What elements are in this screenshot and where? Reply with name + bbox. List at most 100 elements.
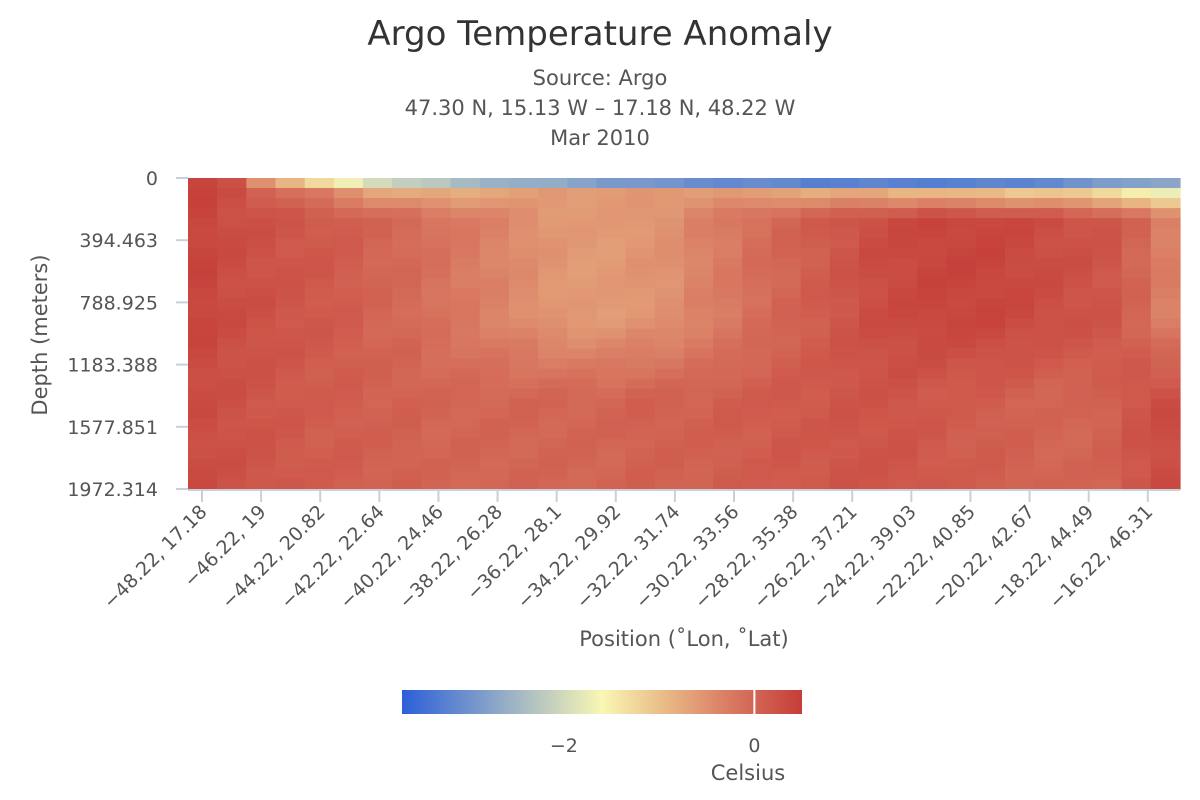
heatmap-cell [1150,368,1181,380]
heatmap-cell [888,288,919,299]
heatmap-cell [625,448,656,460]
heatmap-cell [596,348,627,360]
heatmap-cells [188,178,1181,490]
heatmap-cell [275,438,306,450]
heatmap-cell [888,438,919,450]
heatmap-cell [829,228,860,239]
heatmap-cell [1092,468,1123,480]
heatmap-cell [479,278,510,289]
heatmap-cell [567,258,598,269]
heatmap-cell [333,188,364,199]
heatmap-cell [275,358,306,370]
heatmap-cell [596,308,627,320]
heatmap-cell [392,438,423,450]
heatmap-cell [1121,418,1152,430]
heatmap-cell [684,248,714,259]
heatmap-cell [742,388,773,400]
heatmap-cell [421,218,452,229]
heatmap-cell [654,378,685,390]
heatmap-cell [888,318,919,330]
heatmap-cell [217,458,247,470]
heatmap-cell [625,468,656,480]
heatmap-cell [450,338,481,350]
heatmap-cell [800,398,831,410]
heatmap-cell [567,398,598,410]
heatmap-cell [508,218,539,229]
heatmap-cell [1034,398,1064,410]
heatmap-cell [538,398,568,410]
heatmap-cell [479,328,510,340]
heatmap-cell [1121,398,1152,410]
y-tick-label: 1972.314 [67,479,158,501]
heatmap-cell [829,178,860,189]
heatmap-cell [654,188,685,199]
heatmap-cell [567,378,598,390]
heatmap-cell [450,258,481,269]
heatmap-cell [1121,278,1152,289]
heatmap-cell [275,378,306,390]
heatmap-cell [1004,318,1035,330]
heatmap-cell [742,338,773,350]
heatmap-cell [829,328,860,340]
heatmap-cell [654,428,685,440]
heatmap-cell [859,438,889,450]
heatmap-cell [1150,218,1181,229]
heatmap-cell [1092,188,1123,199]
heatmap-cell [304,338,335,350]
heatmap-cell [363,188,393,199]
heatmap-cell [421,268,452,279]
heatmap-cell [917,378,948,390]
heatmap-cell [917,388,948,400]
heatmap-cell [829,348,860,360]
heatmap-cell [975,408,1006,420]
heatmap-cell [1063,238,1094,249]
heatmap-cell [450,378,481,390]
heatmap-cell [1034,258,1064,269]
heatmap-cell [800,298,831,310]
y-axis-title: Depth (meters) [28,254,52,415]
heatmap-cell [975,188,1006,199]
heatmap-cell [771,418,802,430]
heatmap-cell [392,268,423,279]
heatmap-cell [392,388,423,400]
heatmap-cell [450,398,481,410]
heatmap-cell [829,468,860,480]
heatmap-cell [975,428,1006,440]
heatmap-cell [246,448,277,460]
heatmap-cell [538,298,568,310]
x-tick-label: −24.22, 39.03 [809,501,921,613]
heatmap-cell [508,298,539,310]
heatmap-cell [888,308,919,320]
heatmap-cell [421,378,452,390]
heatmap-cell [859,198,889,209]
heatmap-cell [654,478,685,490]
heatmap-cell [1063,478,1094,490]
heatmap-cell [771,258,802,269]
heatmap-cell [450,238,481,249]
heatmap-cell [596,318,627,330]
heatmap-cell [800,258,831,269]
heatmap-cell [1150,308,1181,320]
heatmap-cell [596,468,627,480]
heatmap-cell [1034,278,1064,289]
heatmap-cell [596,258,627,269]
heatmap-cell [888,188,919,199]
heatmap-cell [713,408,743,420]
heatmap-cell [479,478,510,490]
heatmap-cell [684,348,714,360]
heatmap-cell [450,228,481,239]
heatmap-cell [1034,338,1064,350]
heatmap-cell [450,288,481,299]
heatmap-cell [479,318,510,330]
heatmap-cell [363,438,393,450]
heatmap-cell [625,208,656,219]
heatmap-cell [654,288,685,299]
heatmap-cell [713,318,743,330]
heatmap-cell [713,398,743,410]
heatmap-cell [392,308,423,320]
heatmap-cell [859,358,889,370]
heatmap-cell [859,318,889,330]
heatmap-cell [654,218,685,229]
heatmap-cell [596,378,627,390]
heatmap-cell [567,428,598,440]
